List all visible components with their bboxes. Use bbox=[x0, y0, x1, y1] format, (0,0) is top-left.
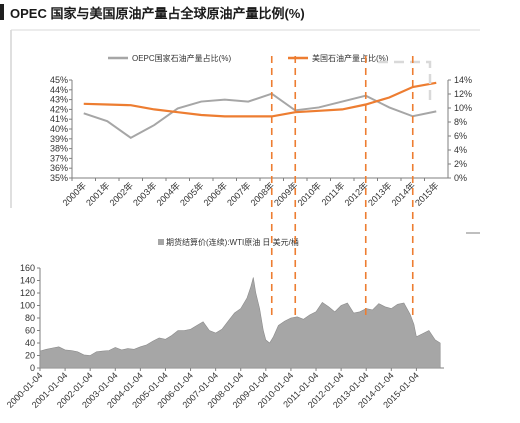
chart-title: OPEC 国家与美国原油产量占全球原油产量比例(%) bbox=[10, 6, 305, 21]
highlight-box bbox=[378, 60, 432, 105]
legend-swatch-wti bbox=[158, 239, 164, 245]
event-markers bbox=[270, 56, 414, 318]
y-left-tick-label: 36% bbox=[50, 163, 68, 173]
x-tick-label: 2013年 bbox=[365, 180, 393, 208]
y-right-tick-label: 4% bbox=[454, 145, 467, 155]
y-left-tick-label: 38% bbox=[50, 144, 68, 154]
x-tick-label: 2003年 bbox=[130, 180, 158, 208]
y-tick-label: 0 bbox=[30, 363, 35, 373]
y-left-tick-label: 43% bbox=[50, 95, 68, 105]
y-right-tick-label: 12% bbox=[454, 89, 472, 99]
x-tick-label: 2006年 bbox=[201, 180, 229, 208]
y-tick-label: 100 bbox=[20, 301, 35, 311]
y-tick-label: 60 bbox=[25, 326, 35, 336]
x-tick-label: 2005年 bbox=[177, 180, 205, 208]
y-left-tick-label: 44% bbox=[50, 85, 68, 95]
y-right-tick-label: 0% bbox=[454, 173, 467, 183]
x-tick-label: 2002年 bbox=[107, 180, 135, 208]
x-tick-label: 2001年 bbox=[83, 180, 111, 208]
y-tick-label: 40 bbox=[25, 338, 35, 348]
y-right-tick-label: 14% bbox=[454, 75, 472, 85]
y-left-tick-label: 37% bbox=[50, 153, 68, 163]
legend-label-us: 美国石油产量占比(%) bbox=[312, 53, 389, 63]
wti-price-area bbox=[39, 277, 441, 369]
y-tick-label: 20 bbox=[25, 351, 35, 361]
y-right-tick-label: 8% bbox=[454, 117, 467, 127]
y-left-tick-label: 41% bbox=[50, 114, 68, 124]
x-tick-label: 2015年 bbox=[412, 180, 440, 208]
y-left-tick-label: 39% bbox=[50, 134, 68, 144]
y-left-tick-label: 42% bbox=[50, 104, 68, 114]
us-share-line bbox=[83, 81, 437, 118]
y-tick-label: 80 bbox=[25, 313, 35, 323]
y-tick-label: 140 bbox=[20, 276, 35, 286]
y-right-tick-label: 2% bbox=[454, 159, 467, 169]
legend-label-opec: OEPC国家石油产量占比(%) bbox=[132, 53, 231, 63]
y-left-tick-label: 35% bbox=[50, 173, 68, 183]
lower-chart: 期货结算价(连续):WTI原油 日 美元/桶 0 20 40 60 80 100 120 140… bbox=[5, 232, 480, 410]
y-tick-label: 160 bbox=[20, 263, 35, 273]
y-right-tick-label: 6% bbox=[454, 131, 467, 141]
y-tick-label: 120 bbox=[20, 288, 35, 298]
x-tick-label: 2010年 bbox=[295, 180, 323, 208]
x-tick-label: 2011年 bbox=[319, 180, 347, 208]
x-tick-label: 2007年 bbox=[224, 180, 252, 208]
legend-label-wti: 期货结算价(连续):WTI原油 日 美元/桶 bbox=[166, 237, 299, 247]
x-tick-label: 2000年 bbox=[60, 180, 88, 208]
y-left-tick-label: 45% bbox=[50, 75, 68, 85]
upper-chart: 35%36%37%38%39%40%41%42%43%44%45% 0% 2% 4% 6… bbox=[10, 29, 480, 208]
y-right-tick-label: 10% bbox=[454, 103, 472, 113]
title-accent-bar bbox=[0, 4, 4, 20]
y-left-tick-label: 40% bbox=[50, 124, 68, 134]
x-tick-label: 2004年 bbox=[154, 180, 182, 208]
